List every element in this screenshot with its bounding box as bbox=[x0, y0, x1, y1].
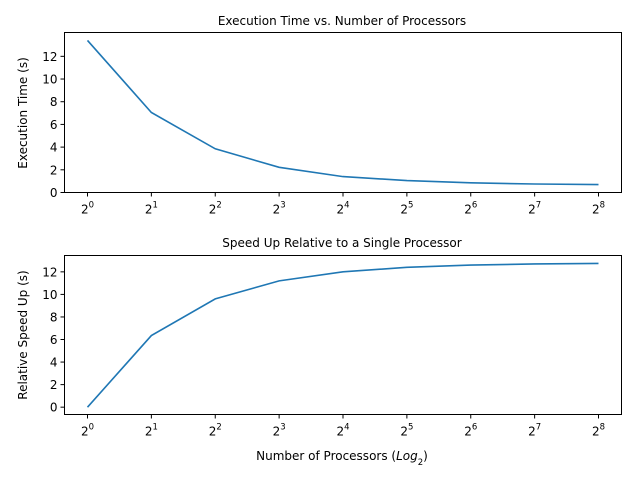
x-tick-label: 27 bbox=[528, 201, 541, 217]
x-ticks: 20 21 22 23 24 25 26 27 28 bbox=[81, 192, 605, 217]
x-tick-label: 23 bbox=[273, 423, 286, 439]
x-tick-label: 26 bbox=[464, 201, 477, 217]
x-tick-label: 21 bbox=[145, 423, 158, 439]
x-ticks: 20 21 22 23 24 25 26 27 28 bbox=[81, 414, 605, 439]
y-tick-label: 12 bbox=[42, 50, 57, 64]
x-tick-label: 22 bbox=[209, 201, 222, 217]
x-tick-label: 28 bbox=[592, 201, 605, 217]
series-line bbox=[86, 39, 599, 186]
y-axis-label: Relative Speed Up (s) bbox=[16, 270, 30, 399]
y-tick-label: 6 bbox=[50, 118, 58, 132]
x-tick-label: 24 bbox=[336, 201, 349, 217]
y-tick-label: 8 bbox=[50, 310, 58, 324]
x-tick-label: 20 bbox=[81, 201, 94, 217]
plot-frame bbox=[64, 255, 622, 415]
y-tick-label: 4 bbox=[50, 141, 58, 155]
x-tick-label: 26 bbox=[464, 423, 477, 439]
x-tick-label: 21 bbox=[145, 201, 158, 217]
x-tick-label: 25 bbox=[400, 201, 413, 217]
series-line bbox=[86, 262, 599, 408]
y-tick-label: 6 bbox=[50, 333, 58, 347]
execution-time-chart: Execution Time vs. Number of Processors … bbox=[16, 14, 622, 217]
y-tick-label: 12 bbox=[42, 265, 57, 279]
x-axis-label: Number of Processors (Log2) bbox=[256, 449, 428, 468]
y-tick-label: 4 bbox=[50, 356, 58, 370]
x-tick-label: 20 bbox=[81, 423, 94, 439]
y-tick-label: 2 bbox=[50, 378, 58, 392]
y-ticks: 0 2 4 6 8 10 12 bbox=[42, 265, 65, 415]
chart-title: Speed Up Relative to a Single Processor bbox=[222, 236, 461, 250]
y-tick-label: 0 bbox=[50, 186, 58, 200]
y-tick-label: 0 bbox=[50, 401, 58, 415]
x-tick-label: 24 bbox=[336, 423, 349, 439]
chart-title: Execution Time vs. Number of Processors bbox=[218, 14, 466, 28]
y-tick-label: 10 bbox=[42, 288, 57, 302]
speed-up-chart: Speed Up Relative to a Single Processor … bbox=[16, 236, 622, 468]
y-tick-label: 2 bbox=[50, 163, 58, 177]
x-tick-label: 22 bbox=[209, 423, 222, 439]
y-tick-label: 10 bbox=[42, 73, 57, 87]
x-tick-label: 27 bbox=[528, 423, 541, 439]
x-tick-label: 25 bbox=[400, 423, 413, 439]
x-tick-label: 28 bbox=[592, 423, 605, 439]
x-tick-label: 23 bbox=[273, 201, 286, 217]
y-axis-label: Execution Time (s) bbox=[16, 57, 30, 169]
y-ticks: 0 2 4 6 8 10 12 bbox=[42, 50, 65, 200]
plot-frame bbox=[64, 32, 622, 193]
y-tick-label: 8 bbox=[50, 95, 58, 109]
